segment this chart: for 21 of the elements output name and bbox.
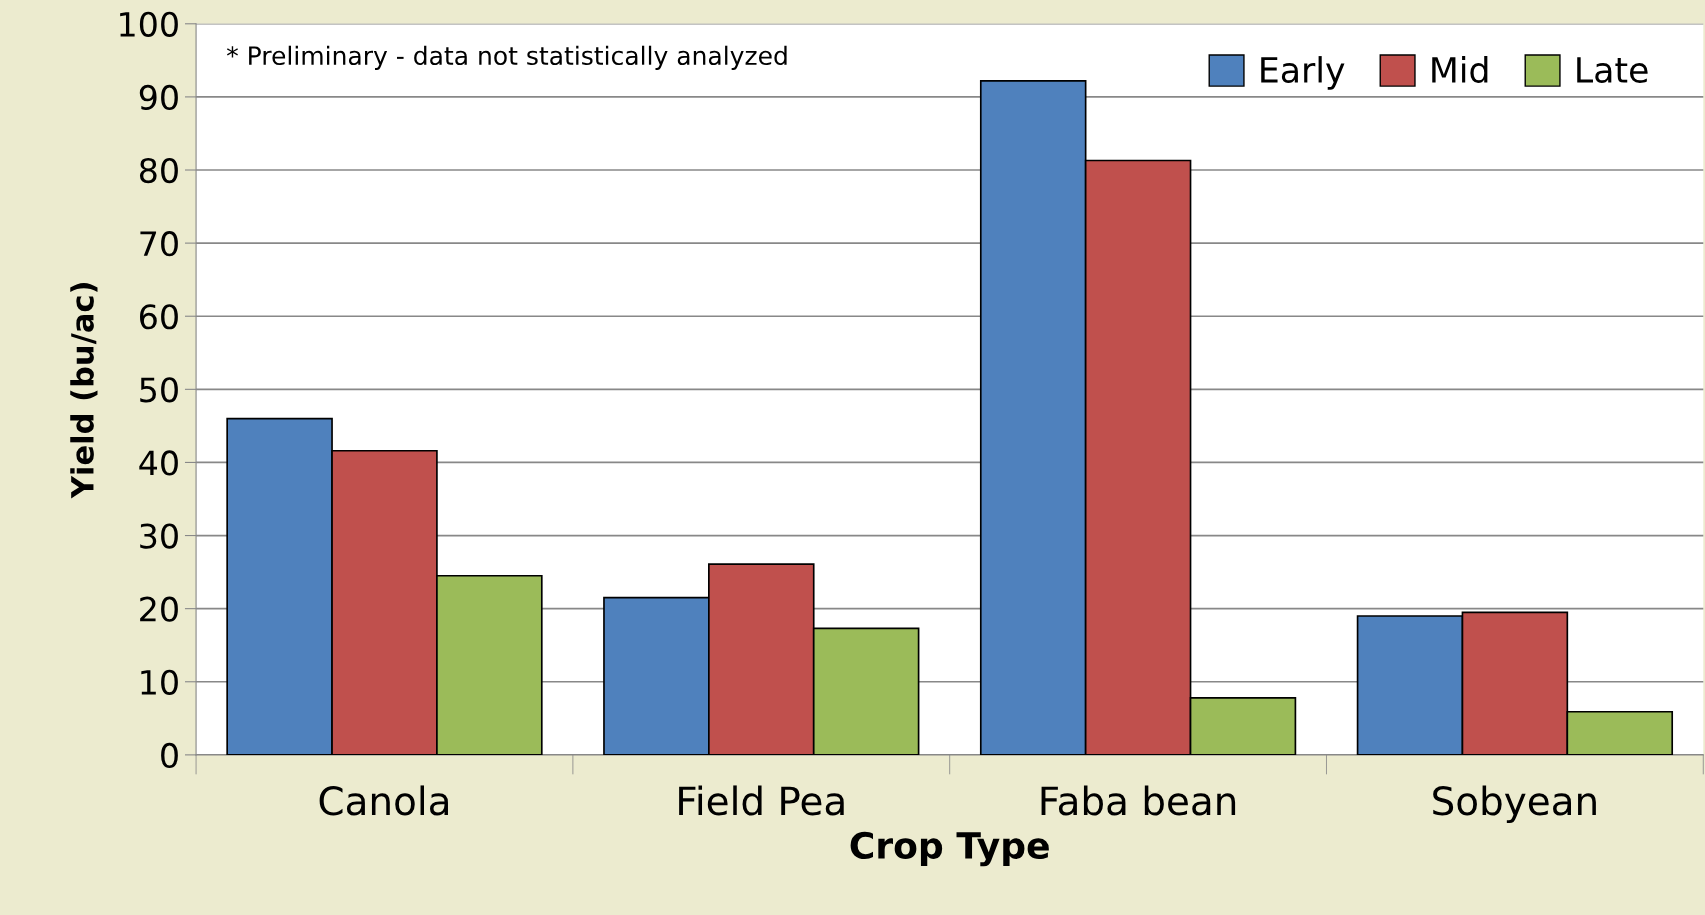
y-tick-label: 70: [140, 231, 178, 257]
x-tick-label: Faba bean: [1041, 785, 1236, 816]
y-tick-label: 0: [161, 742, 178, 769]
y-tick-label: 50: [140, 377, 178, 403]
x-axis-title: Crop Type: [850, 831, 1049, 867]
x-tick-label: Sobyean: [1433, 785, 1596, 824]
y-tick-label: 30: [140, 523, 178, 549]
y-tick-label: 20: [140, 596, 178, 622]
y-tick-label: 100: [120, 11, 178, 37]
x-tick-label: Canola: [319, 785, 448, 816]
legend-label: Late: [1577, 57, 1648, 83]
y-axis-title: Yield (bu/ac): [70, 283, 98, 499]
y-tick-label: 60: [140, 304, 178, 330]
y-tick-label: 80: [139, 157, 178, 184]
x-tick-label: Field Pea: [679, 785, 844, 816]
annotation: * Preliminary - data not statistically analyzed: [226, 45, 787, 70]
legend-label: Mid: [1432, 56, 1488, 83]
y-tick-label: 40: [139, 450, 178, 476]
y-tick-label: 90: [139, 84, 178, 111]
y-tick-label: 10: [141, 669, 178, 695]
legend-label: Early: [1261, 56, 1345, 90]
